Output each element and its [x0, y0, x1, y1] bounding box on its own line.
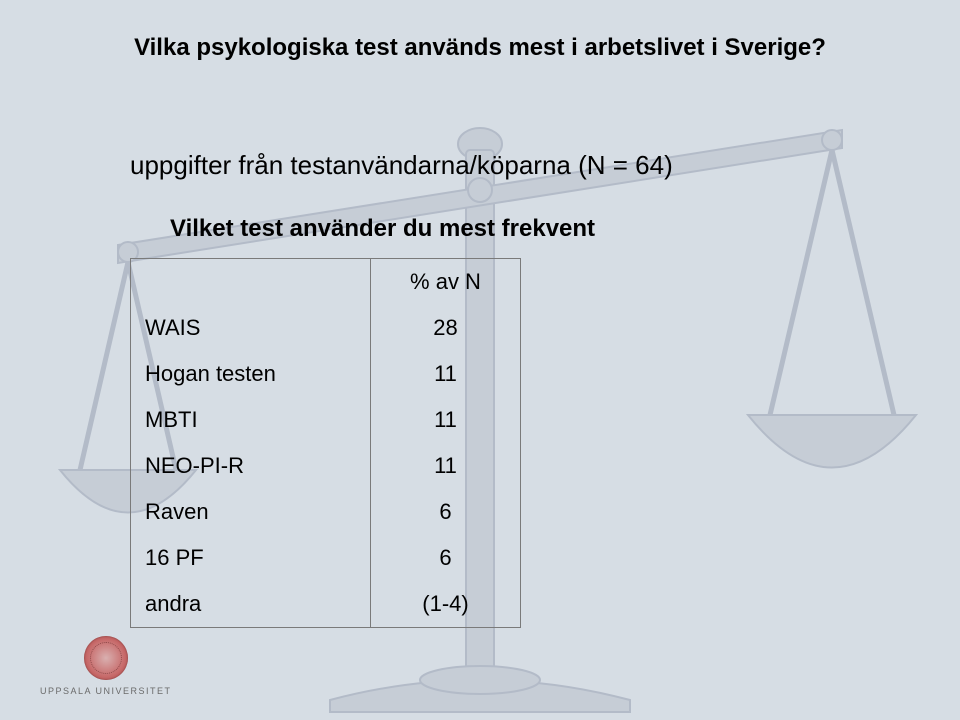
row-value: 6	[371, 489, 521, 535]
row-value: (1-4)	[371, 581, 521, 628]
row-label: Hogan testen	[131, 351, 371, 397]
data-table: % av N WAIS 28 Hogan testen 11 MBTI 11 N…	[130, 258, 521, 628]
row-label: MBTI	[131, 397, 371, 443]
row-label: 16 PF	[131, 535, 371, 581]
row-label: andra	[131, 581, 371, 628]
row-value: 11	[371, 397, 521, 443]
row-value: 6	[371, 535, 521, 581]
row-label: WAIS	[131, 305, 371, 351]
slide-content: Vilka psykologiska test används mest i a…	[0, 0, 960, 720]
row-value: 28	[371, 305, 521, 351]
table-header-empty	[131, 259, 371, 306]
university-seal-icon	[84, 636, 128, 680]
subtitle: uppgifter från testanvändarna/köparna (N…	[130, 150, 673, 181]
row-label: NEO-PI-R	[131, 443, 371, 489]
row-value: 11	[371, 351, 521, 397]
table-caption: Vilket test använder du mest frekvent	[170, 215, 595, 243]
slide-title: Vilka psykologiska test används mest i a…	[0, 34, 960, 62]
table-header-value: % av N	[371, 259, 521, 306]
footer: UPPSALA UNIVERSITET	[40, 636, 172, 696]
university-name: UPPSALA UNIVERSITET	[40, 686, 172, 696]
row-label: Raven	[131, 489, 371, 535]
row-value: 11	[371, 443, 521, 489]
